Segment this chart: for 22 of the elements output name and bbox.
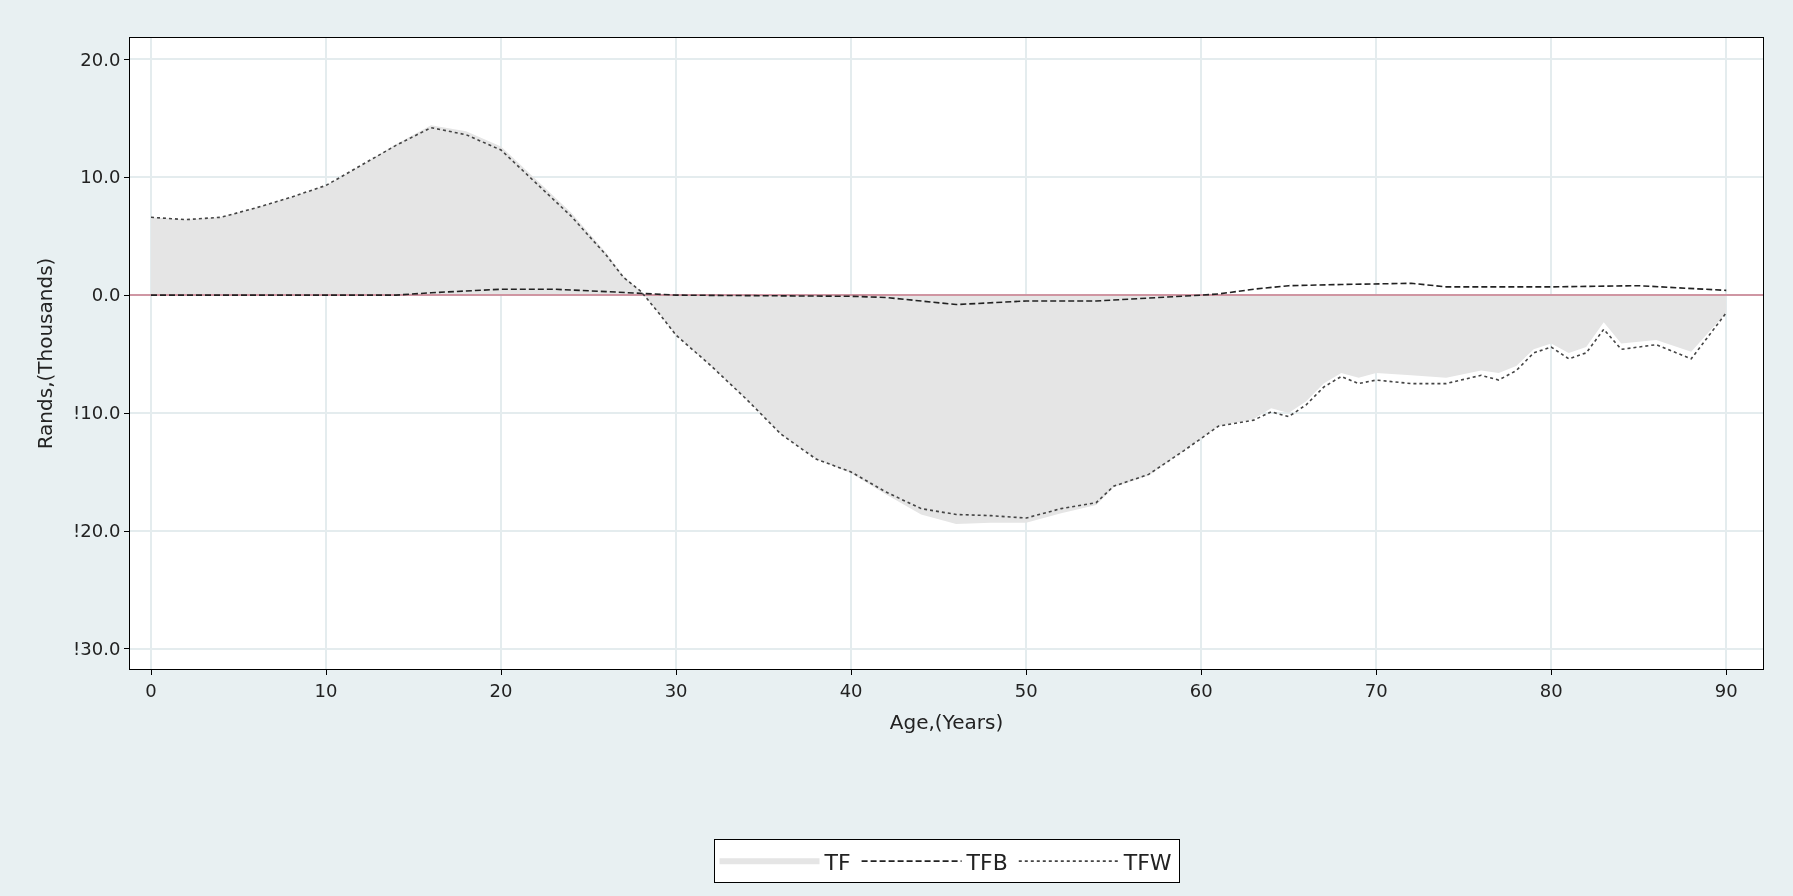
y-tick-label: 10.0 bbox=[80, 166, 121, 188]
y-axis-title: Rands,(Thousands) bbox=[32, 257, 57, 450]
x-tick-label: 40 bbox=[839, 679, 863, 701]
x-tick-label: 30 bbox=[664, 679, 688, 701]
x-tick-label: 20 bbox=[489, 679, 513, 701]
y-tick-label: !10.0 bbox=[73, 402, 121, 424]
legend-label: TFB bbox=[965, 849, 1008, 875]
legend-label: TF bbox=[823, 849, 851, 875]
x-tick-label: 10 bbox=[314, 679, 338, 701]
legend-label: TFW bbox=[1122, 849, 1172, 875]
y-tick-label: 20.0 bbox=[80, 48, 121, 70]
y-tick-label: !20.0 bbox=[73, 520, 121, 542]
x-tick-label: 50 bbox=[1014, 679, 1038, 701]
y-tick-label: !30.0 bbox=[73, 638, 121, 660]
x-tick-label: 90 bbox=[1714, 679, 1738, 701]
x-tick-label: 80 bbox=[1539, 679, 1563, 701]
line-series bbox=[150, 282, 1728, 306]
x-tick-label: 70 bbox=[1364, 679, 1388, 701]
x-tick-label: 0 bbox=[145, 679, 157, 701]
x-tick-label: 60 bbox=[1189, 679, 1213, 701]
x-axis-title: Age,(Years) bbox=[889, 710, 1004, 735]
y-tick-label: 0.0 bbox=[91, 284, 121, 306]
